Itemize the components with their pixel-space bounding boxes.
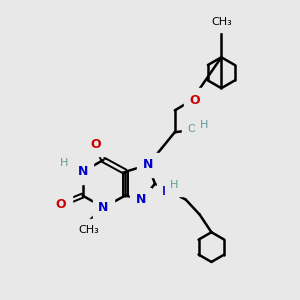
Text: O: O (189, 94, 200, 107)
Text: H: H (200, 120, 209, 130)
Text: N: N (98, 201, 109, 214)
Text: N: N (162, 185, 172, 198)
Text: O: O (90, 138, 101, 151)
Text: N: N (143, 158, 153, 171)
Text: N: N (135, 193, 146, 206)
Text: CH₃: CH₃ (211, 17, 232, 27)
Text: CH₃: CH₃ (78, 225, 99, 235)
Text: H: H (170, 180, 178, 190)
Text: N: N (77, 165, 88, 178)
Text: O: O (56, 198, 66, 211)
Text: OH: OH (188, 124, 205, 134)
Text: H: H (60, 158, 68, 168)
